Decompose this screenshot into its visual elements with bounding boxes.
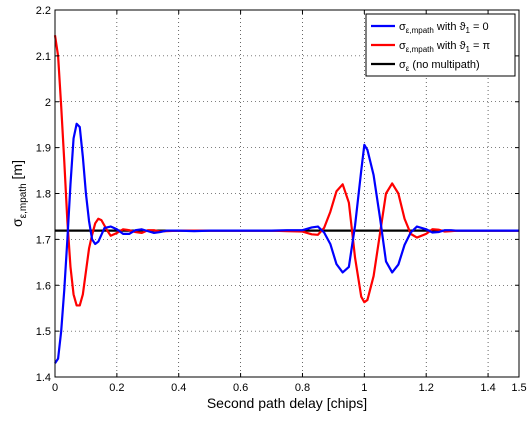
legend-label-1: σε,mpath with ϑ1 = 0 [399, 21, 489, 35]
x-tick-label: 0.2 [109, 382, 124, 394]
y-tick-label: 2 [45, 97, 51, 109]
x-tick-label: 0.6 [233, 382, 248, 394]
x-tick-label: 1 [361, 382, 367, 394]
x-axis-label: Second path delay [chips] [207, 395, 367, 411]
y-axis-label-unit: [m] [9, 160, 25, 183]
y-tick-label: 1.5 [36, 326, 51, 338]
grid [55, 10, 519, 377]
y-tick-label: 1.4 [36, 372, 51, 384]
legend-label-tail: (no multipath) [409, 59, 479, 71]
y-tick-label: 1.7 [36, 234, 51, 246]
legend-label-sub: ε,mpath [406, 45, 434, 54]
legend-label-sub: ε,mpath [406, 26, 434, 35]
legend-label-main: σ [399, 40, 406, 52]
series-layer [53, 35, 519, 364]
x-tick-label: 1.5 [511, 382, 526, 394]
x-tick-labels: 0 0.2 0.4 0.6 0.8 1 1.2 1.4 1.5 [52, 382, 527, 394]
y-axis-label-sub: ε,mpath [18, 183, 29, 218]
y-tick-label: 1.9 [36, 143, 51, 155]
x-tick-label: 1.2 [419, 382, 434, 394]
legend-label-end: = 0 [470, 21, 489, 33]
ticks [54, 9, 520, 378]
y-tick-labels: 1.4 1.5 1.6 1.7 1.8 1.9 2 2.1 2.2 [36, 5, 51, 384]
x-tick-label: 0 [52, 382, 58, 394]
y-tick-label: 1.6 [36, 280, 51, 292]
legend-label-sub2: 1 [466, 26, 471, 35]
legend-label-end: = π [470, 40, 491, 52]
legend: σε,mpath with ϑ1 = 0σε,mpath with ϑ1 = π… [365, 13, 516, 77]
y-axis-label: σε,mpath [m] [9, 160, 29, 227]
y-tick-label: 1.8 [36, 189, 51, 201]
legend-label-sub: ε [406, 64, 410, 73]
legend-label-2: σε,mpath with ϑ1 = π [399, 40, 491, 54]
legend-label-3: σε (no multipath) [399, 59, 480, 73]
series-line-1 [54, 122, 519, 364]
x-tick-label: 0.4 [171, 382, 186, 394]
y-axis-label-main: σ [9, 218, 25, 227]
y-tick-label: 2.1 [36, 51, 51, 63]
legend-label-main: σ [399, 59, 406, 71]
legend-label-sub2: 1 [466, 45, 471, 54]
legend-label-tail: with ϑ [434, 40, 466, 52]
y-tick-label: 2.2 [36, 5, 51, 17]
x-tick-label: 1.4 [480, 382, 495, 394]
legend-label-main: σ [399, 21, 406, 33]
x-tick-label: 0.8 [295, 382, 310, 394]
legend-label-tail: with ϑ [434, 21, 466, 33]
